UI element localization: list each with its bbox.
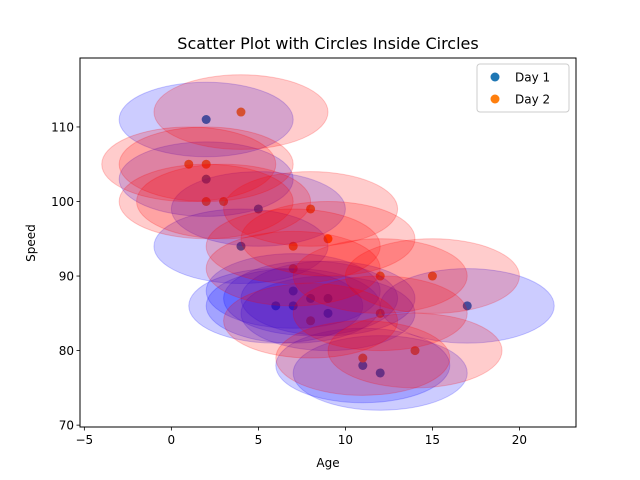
- ring-2-2: [118, 126, 294, 203]
- x-tick-label: 10: [338, 433, 353, 447]
- ring-2-4: [101, 126, 277, 203]
- ring-1-7: [118, 141, 294, 217]
- point-1-8: [323, 293, 333, 303]
- x-tick-label: 5: [255, 433, 263, 447]
- ring-2-7: [292, 238, 468, 314]
- point-2-1: [201, 197, 211, 206]
- point-1-7: [201, 174, 211, 184]
- ring-1-1: [170, 171, 346, 247]
- point-2-15: [288, 264, 298, 274]
- point-2-12: [375, 308, 385, 318]
- legend-box: [476, 63, 570, 113]
- point-2-14: [236, 107, 246, 117]
- point-layer: [184, 107, 472, 378]
- x-tick-label: 0: [168, 433, 176, 447]
- ring-1-13: [188, 268, 364, 344]
- ring-2-15: [205, 230, 381, 307]
- point-1-1: [253, 204, 263, 214]
- point-1-12: [323, 308, 333, 318]
- y-tick-label: 80: [59, 344, 74, 358]
- ring-1-2: [205, 268, 381, 344]
- legend-label-2: Day 2: [515, 93, 550, 107]
- ring-2-10: [136, 163, 312, 240]
- ring-2-8: [240, 201, 416, 277]
- ring-2-6: [223, 171, 399, 247]
- ring-2-14: [153, 74, 329, 150]
- ring-1-4: [205, 253, 381, 329]
- ring-layer: [101, 74, 555, 411]
- point-1-10: [358, 361, 368, 370]
- ring-1-8: [240, 260, 416, 337]
- ring-2-5: [344, 238, 520, 314]
- y-axis: 70 80 90 100 110: [51, 120, 80, 433]
- point-2-3: [306, 316, 316, 326]
- ring-1-9: [153, 208, 329, 285]
- legend-marker-2: [490, 94, 500, 104]
- point-1-5: [201, 115, 211, 124]
- ring-1-5: [118, 81, 294, 158]
- point-2-13: [410, 346, 420, 356]
- ring-1-6: [379, 268, 555, 344]
- point-2-2: [201, 159, 211, 169]
- ring-1-12: [240, 275, 416, 352]
- x-axis-label: Age: [316, 456, 339, 470]
- ring-1-10: [275, 327, 451, 404]
- point-2-6: [306, 204, 316, 214]
- y-tick-label: 100: [51, 195, 74, 209]
- ring-2-12: [292, 275, 468, 352]
- point-2-11: [358, 353, 368, 363]
- legend-marker-1: [490, 72, 500, 82]
- point-1-6: [462, 301, 472, 311]
- ring-2-13: [327, 312, 503, 389]
- ring-2-9: [205, 208, 381, 285]
- point-1-13: [271, 301, 281, 311]
- y-tick-label: 90: [59, 270, 74, 284]
- x-tick-label: −5: [75, 433, 93, 447]
- ring-1-3: [223, 260, 399, 337]
- point-2-8: [323, 234, 333, 244]
- point-2-9: [288, 241, 298, 251]
- ring-2-3: [223, 283, 399, 359]
- point-2-10: [219, 197, 229, 206]
- point-1-4: [288, 286, 298, 296]
- legend: Day 1 Day 2: [476, 63, 570, 113]
- point-1-3: [306, 293, 316, 303]
- x-tick-label: 20: [512, 433, 527, 447]
- x-tick-label: 15: [425, 433, 440, 447]
- chart-title: Scatter Plot with Circles Inside Circles: [177, 34, 478, 53]
- point-1-11: [375, 368, 385, 378]
- ring-2-11: [275, 320, 451, 396]
- point-2-4: [184, 159, 194, 169]
- ring-2-1: [118, 163, 294, 240]
- y-tick-label: 110: [51, 120, 74, 134]
- point-1-9: [236, 241, 246, 251]
- point-1-2: [288, 301, 298, 311]
- x-axis: −5 0 5 10 15 20: [75, 427, 527, 447]
- y-tick-label: 70: [59, 419, 74, 433]
- ring-1-11: [292, 335, 468, 411]
- y-axis-label: Speed: [24, 224, 38, 262]
- plot-frame: [79, 57, 577, 428]
- point-2-5: [427, 271, 437, 281]
- legend-label-1: Day 1: [515, 71, 550, 85]
- point-2-7: [375, 271, 385, 281]
